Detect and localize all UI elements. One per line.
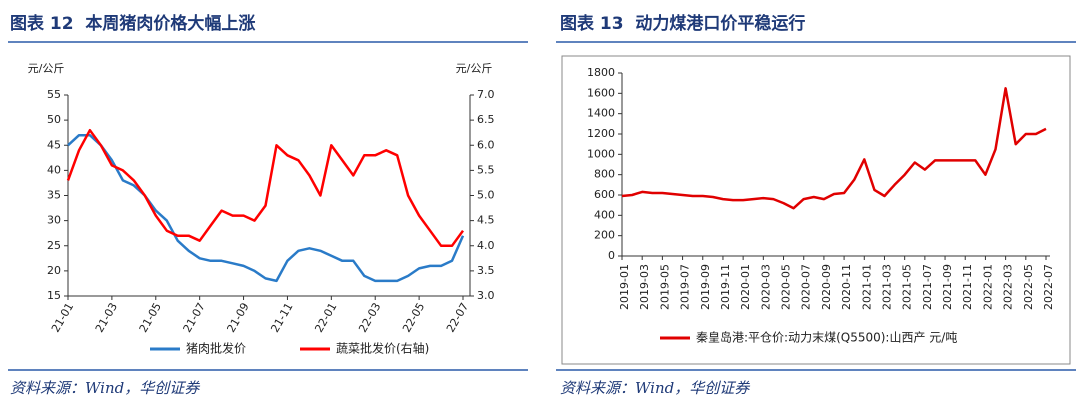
source: 资料来源：Wind，华创证券 (560, 379, 750, 397)
x-tick-label: 2019-09 (699, 264, 712, 310)
x-tick-label: 2020-05 (780, 264, 793, 310)
x-tick-label: 2021-09 (941, 264, 954, 310)
y-tick-label: 20 (47, 264, 61, 277)
x-tick-label: 2019-03 (638, 264, 651, 310)
x-tick-label: 2019-11 (719, 264, 732, 310)
x-tick-label: 22-03 (356, 301, 383, 335)
x-tick-label: 21-01 (49, 301, 76, 335)
x-tick-label: 2020-11 (840, 264, 853, 310)
y-tick-label: 40 (47, 163, 61, 176)
source: 资料来源：Wind，华创证券 (10, 379, 200, 397)
x-tick-label: 2022-01 (981, 264, 994, 310)
y2-tick-label: 4.5 (477, 214, 495, 227)
chart-title: 图表 12 本周猪肉价格大幅上涨 (10, 13, 255, 34)
x-tick-label: 2019-01 (618, 264, 631, 310)
x-tick-label: 21-09 (225, 301, 252, 335)
x-tick-label: 21-05 (137, 301, 164, 335)
x-tick-label: 22-01 (312, 301, 339, 335)
chart-title: 图表 13 动力煤港口价平稳运行 (560, 13, 805, 34)
y2-tick-label: 6.0 (477, 138, 495, 151)
y-tick-label: 1400 (587, 107, 615, 120)
y-axis-label: 元/公斤 (28, 62, 65, 75)
legend-label: 猪肉批发价 (186, 341, 246, 356)
y-tick-label: 200 (594, 229, 615, 242)
y-tick-label: 45 (47, 138, 61, 151)
x-tick-label: 2022-07 (1042, 264, 1055, 310)
y2-axis-label: 元/公斤 (456, 62, 493, 75)
y-tick-label: 55 (47, 88, 61, 101)
series-line (66, 128, 465, 248)
y2-tick-label: 3.5 (477, 264, 495, 277)
x-tick-label: 22-05 (400, 301, 427, 335)
x-tick-label: 2020-09 (820, 264, 833, 310)
x-tick-label: 2021-07 (921, 264, 934, 310)
x-tick-label: 21-11 (268, 301, 295, 335)
y2-tick-label: 4.0 (477, 239, 495, 252)
x-tick-label: 2020-01 (739, 264, 752, 310)
y-tick-label: 0 (608, 249, 615, 262)
x-tick-label: 22-07 (444, 301, 471, 335)
x-tick-label: 2021-11 (961, 264, 974, 310)
x-tick-label: 2021-01 (860, 264, 873, 310)
legend-label: 蔬菜批发价(右轴) (336, 341, 429, 356)
x-tick-label: 2022-03 (1002, 264, 1015, 310)
y-tick-label: 1200 (587, 127, 615, 140)
series-line (67, 133, 465, 283)
legend-label: 秦皇岛港:平仓价:动力末煤(Q5500):山西产 元/吨 (696, 330, 957, 345)
y2-tick-label: 5.5 (477, 163, 495, 176)
x-tick-label: 2020-07 (800, 264, 813, 310)
x-tick-label: 2021-05 (901, 264, 914, 310)
x-tick-label: 2021-03 (880, 264, 893, 310)
series-line (621, 87, 1047, 210)
chart-frame (561, 55, 1071, 365)
y-tick-label: 1600 (587, 86, 615, 99)
y2-tick-label: 7.0 (477, 88, 495, 101)
y-tick-label: 800 (594, 168, 615, 181)
x-tick-label: 21-03 (93, 301, 120, 335)
y-tick-label: 50 (47, 113, 61, 126)
y2-tick-label: 5.0 (477, 189, 495, 202)
x-tick-label: 2019-05 (658, 264, 671, 310)
y-tick-label: 600 (594, 188, 615, 201)
y-tick-label: 400 (594, 208, 615, 221)
x-tick-label: 21-07 (181, 301, 208, 335)
x-tick-label: 2019-07 (679, 264, 692, 310)
y-tick-label: 25 (47, 239, 61, 252)
x-tick-label: 2020-03 (759, 264, 772, 310)
y-tick-label: 1800 (587, 66, 615, 79)
x-tick-label: 2022-05 (1022, 264, 1035, 310)
y2-tick-label: 3.0 (477, 289, 495, 302)
y-tick-label: 35 (47, 189, 61, 202)
y-tick-label: 30 (47, 214, 61, 227)
y-tick-label: 15 (47, 289, 61, 302)
y-tick-label: 1000 (587, 147, 615, 160)
y2-tick-label: 6.5 (477, 113, 495, 126)
